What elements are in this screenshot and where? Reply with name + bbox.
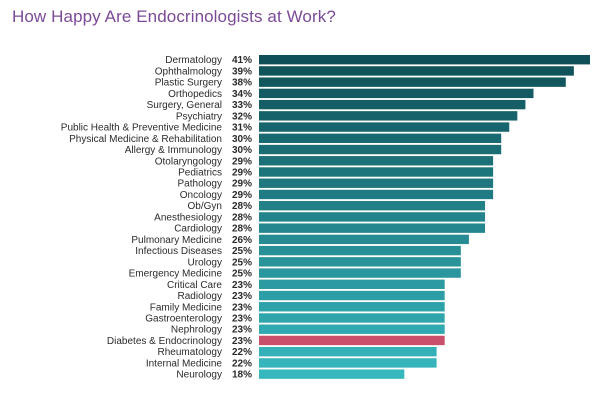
bar-emergency-medicine	[259, 268, 461, 278]
category-label: Anesthesiology	[154, 212, 222, 223]
value-label: 29%	[232, 190, 252, 201]
value-label: 18%	[232, 370, 252, 381]
category-label: Otolaryngology	[155, 156, 222, 167]
category-label: Urology	[188, 257, 222, 268]
category-label: Ophthalmology	[155, 66, 222, 77]
bar-cardiology	[259, 223, 486, 233]
bar-diabetes-and-endocrinology	[259, 335, 445, 346]
category-label: Neurology	[176, 370, 222, 381]
value-label: 28%	[232, 212, 252, 223]
category-label: Nephrology	[171, 325, 222, 336]
bar-oncology	[259, 189, 494, 200]
value-label: 28%	[232, 201, 252, 212]
value-label: 29%	[232, 168, 252, 179]
value-label: 23%	[232, 325, 252, 336]
bar-dermatology	[259, 55, 590, 65]
category-label: Surgery, General	[147, 100, 222, 111]
category-label: Ob/Gyn	[188, 201, 222, 212]
value-label: 26%	[232, 235, 252, 246]
value-label: 30%	[232, 134, 252, 145]
value-label: 33%	[232, 100, 252, 111]
value-label: 22%	[232, 358, 252, 369]
bar-pathology	[259, 178, 494, 188]
chart-title: How Happy Are Endocrinologists at Work?	[12, 7, 336, 26]
value-label: 23%	[232, 302, 252, 313]
value-label: 39%	[232, 66, 252, 77]
value-label: 29%	[232, 179, 252, 190]
bar-ophthalmology	[259, 66, 574, 76]
bar-allergy-and-immunology	[259, 144, 502, 155]
bar-pulmonary-medicine	[259, 234, 469, 245]
category-label: Critical Care	[167, 280, 222, 291]
bar-plastic-surgery	[259, 77, 566, 87]
category-label: Family Medicine	[150, 302, 223, 313]
bar-critical-care	[259, 279, 445, 289]
category-label: Internal Medicine	[146, 358, 223, 369]
category-label: Pediatrics	[178, 168, 222, 179]
category-label: Physical Medicine & Rehabilitation	[69, 134, 222, 145]
bar-rheumatology	[259, 346, 437, 357]
value-label: 38%	[232, 78, 252, 89]
bar-urology	[259, 257, 461, 267]
value-label: 29%	[232, 156, 252, 167]
value-label: 23%	[232, 291, 252, 302]
bar-pediatrics	[259, 167, 494, 177]
category-label: Rheumatology	[158, 347, 222, 358]
bar-otolaryngology	[259, 156, 494, 166]
category-label: Orthopedics	[168, 89, 222, 100]
value-label: 30%	[232, 145, 252, 156]
bar-neurology	[259, 369, 405, 379]
category-label: Diabetes & Endocrinology	[107, 336, 222, 347]
category-label: Plastic Surgery	[155, 78, 222, 89]
category-label: Pulmonary Medicine	[131, 235, 222, 246]
category-label: Dermatology	[165, 55, 222, 66]
category-label: Radiology	[178, 291, 222, 302]
category-label: Infectious Diseases	[135, 246, 222, 257]
bar-family-medicine	[259, 302, 445, 312]
value-label: 23%	[232, 313, 252, 324]
value-label: 34%	[232, 89, 252, 100]
bar-infectious-diseases	[259, 245, 461, 256]
value-label: 31%	[232, 123, 252, 134]
category-label: Psychiatry	[176, 111, 222, 122]
bar-anesthesiology	[259, 212, 486, 222]
category-label: Emergency Medicine	[129, 269, 223, 280]
bar-gastroenterology	[259, 313, 445, 323]
category-label: Oncology	[180, 190, 222, 201]
category-label: Public Health & Preventive Medicine	[61, 123, 223, 134]
value-label: 23%	[232, 280, 252, 291]
value-label: 25%	[232, 246, 252, 257]
bar-ob-gyn	[259, 200, 486, 211]
bar-internal-medicine	[259, 358, 437, 368]
value-label: 41%	[232, 55, 252, 66]
category-label: Cardiology	[174, 224, 222, 235]
value-label: 32%	[232, 111, 252, 122]
value-label: 22%	[232, 347, 252, 358]
bar-radiology	[259, 290, 445, 301]
category-label: Pathology	[178, 179, 222, 190]
bar-orthopedics	[259, 88, 534, 99]
bar-public-health-and-preventive-medicine	[259, 122, 510, 132]
value-label: 28%	[232, 224, 252, 235]
bar-surgery-general	[259, 99, 526, 110]
value-label: 23%	[232, 336, 252, 347]
value-label: 25%	[232, 257, 252, 268]
bar-nephrology	[259, 324, 445, 334]
category-label: Gastroenterology	[145, 313, 222, 324]
category-label: Allergy & Immunology	[125, 145, 222, 156]
value-label: 25%	[232, 269, 252, 280]
bar-psychiatry	[259, 111, 518, 121]
bar-physical-medicine-and-rehabilitation	[259, 133, 502, 144]
